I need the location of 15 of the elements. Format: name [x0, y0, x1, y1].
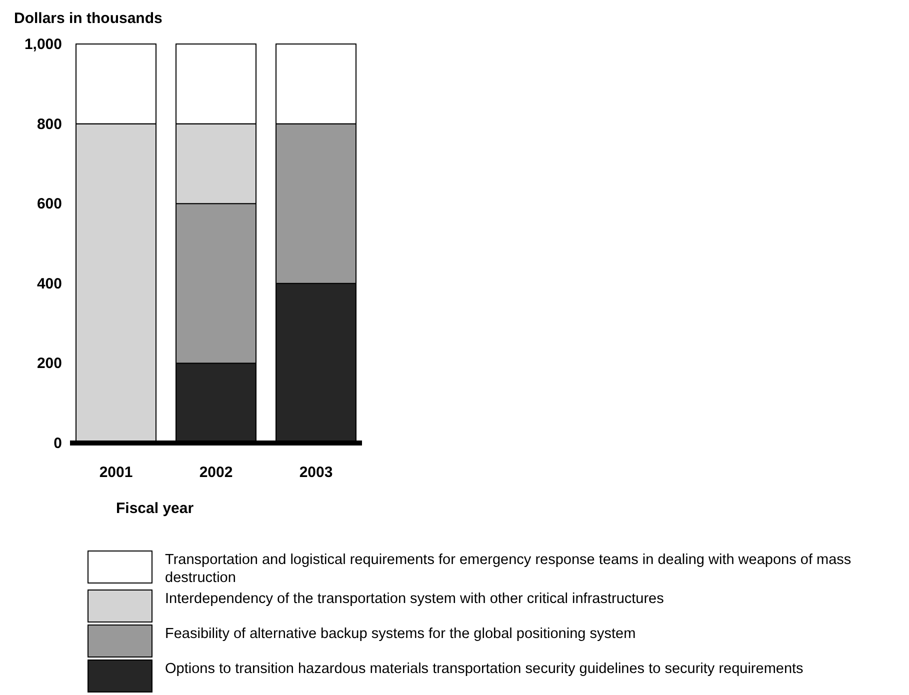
- x-tick-label: 2003: [299, 464, 333, 481]
- legend-label: Options to transition hazardous materials transportation security guidelines to security requirements: [165, 661, 804, 677]
- x-tick-label: 2002: [199, 464, 233, 481]
- legend-label: Interdependency of the transportation system with other critical infrastructures: [165, 591, 664, 607]
- y-tick-label: 200: [36, 355, 62, 372]
- y-tick-label: 800: [36, 116, 62, 133]
- x-axis-title: Fiscal year: [116, 500, 194, 517]
- legend-label: Feasibility of alternative backup systems for the global positioning system: [165, 626, 636, 642]
- y-tick-label: 0: [54, 435, 62, 452]
- legend-label: Transportation and logistical requirements for emergency response teams in dealing with weapons of mass destruction: [165, 552, 852, 586]
- y-tick-label: 400: [36, 275, 62, 292]
- y-tick-label: 600: [36, 196, 62, 213]
- x-tick-label: 2001: [99, 464, 133, 481]
- y-axis-title: Dollars in thousands: [14, 10, 162, 27]
- y-tick-label: 1,000: [24, 36, 62, 53]
